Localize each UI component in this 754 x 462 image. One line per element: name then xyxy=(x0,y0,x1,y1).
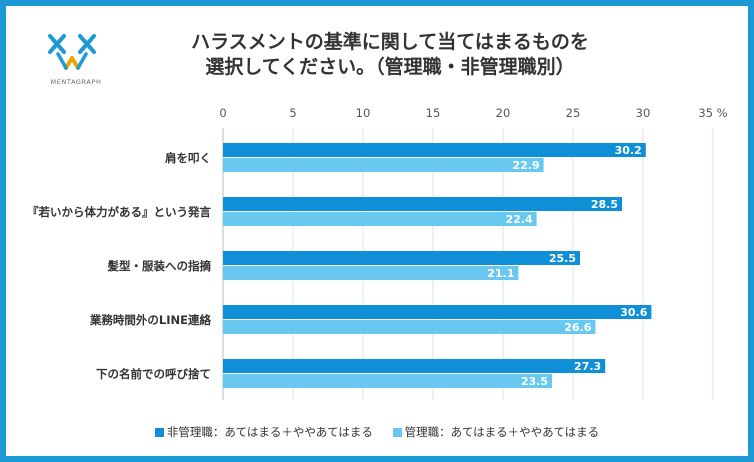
legend-swatch-manager xyxy=(392,427,402,437)
bar-manager xyxy=(223,158,544,172)
bar-value-label: 30.6 xyxy=(620,306,647,319)
category-label: 『若いから体力がある』という発言 xyxy=(27,205,211,219)
bar-non-manager xyxy=(223,197,622,211)
legend-label-non-manager: 非管理職：あてはまる＋ややあてはまる xyxy=(166,425,373,439)
x-tick-label: 35 % xyxy=(698,106,727,120)
bar-manager xyxy=(223,374,552,388)
bar-value-label: 28.5 xyxy=(591,198,618,211)
chart-title: ハラスメントの基準に関して当てはまるものを 選択してください。（管理職・非管理職… xyxy=(130,30,650,80)
bar-value-label: 23.5 xyxy=(521,375,548,388)
category-label: 下の名前での呼び捨て xyxy=(96,367,211,381)
x-tick-label: 20 xyxy=(496,106,511,120)
x-tick-label: 5 xyxy=(289,106,296,120)
category-label: 肩を叩く xyxy=(165,151,211,165)
bar-value-label: 22.9 xyxy=(512,159,539,172)
bar-value-label: 30.2 xyxy=(615,144,642,157)
logo-text: MENTAGRAPH xyxy=(50,78,102,86)
legend-item-manager: 管理職：あてはまる＋ややあてはまる xyxy=(392,424,600,440)
bar-value-label: 26.6 xyxy=(564,321,591,334)
legend-item-non-manager: 非管理職：あてはまる＋ややあてはまる xyxy=(154,424,373,440)
bar-non-manager xyxy=(223,143,646,157)
bar-manager xyxy=(223,212,537,226)
chart-legend: 非管理職：あてはまる＋ややあてはまる 管理職：あてはまる＋ややあてはまる xyxy=(0,424,754,440)
x-tick-label: 25 xyxy=(566,106,581,120)
mentagraph-logo-icon xyxy=(48,34,96,70)
bar-value-label: 27.3 xyxy=(574,360,601,373)
x-tick-label: 10 xyxy=(356,106,371,120)
x-tick-label: 15 xyxy=(426,106,441,120)
chart-title-line-1: ハラスメントの基準に関して当てはまるものを xyxy=(191,31,589,53)
bar-value-label: 22.4 xyxy=(505,213,532,226)
bar-non-manager xyxy=(223,251,580,265)
bar-value-label: 21.1 xyxy=(487,267,514,280)
bar-manager xyxy=(223,266,519,280)
bar-manager xyxy=(223,320,596,334)
bar-non-manager xyxy=(223,359,606,373)
bar-non-manager xyxy=(223,305,652,319)
x-tick-label: 0 xyxy=(219,106,226,120)
category-label: 髪型・服装への指摘 xyxy=(107,259,212,273)
legend-label-manager: 管理職：あてはまる＋ややあてはまる xyxy=(404,425,600,439)
x-tick-label: 30 xyxy=(636,106,651,120)
legend-swatch-non-manager xyxy=(154,427,164,437)
chart-title-line-2: 選択してください。（管理職・非管理職別） xyxy=(205,56,575,78)
bar-value-label: 25.5 xyxy=(549,252,576,265)
category-label: 業務時間外のLINE連絡 xyxy=(89,313,212,327)
